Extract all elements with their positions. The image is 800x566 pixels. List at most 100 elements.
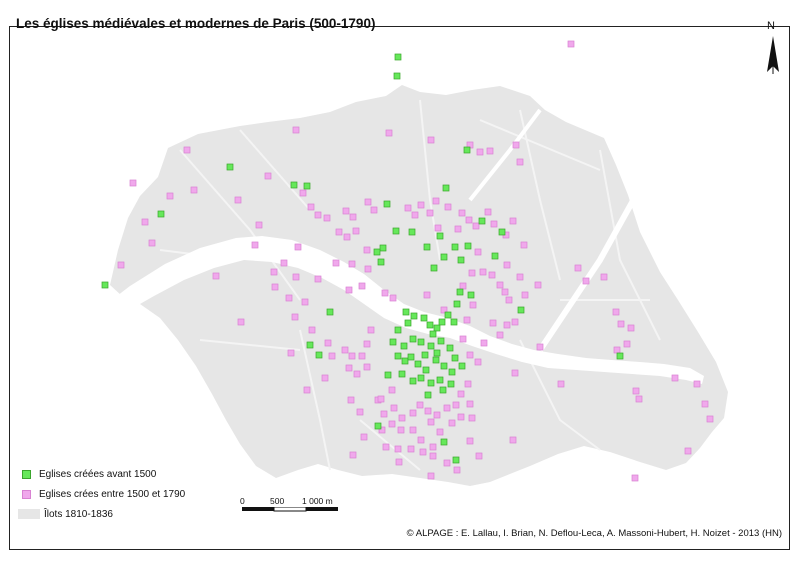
church-marker-modern	[423, 291, 431, 299]
church-marker-modern	[324, 339, 332, 347]
church-marker-medieval	[373, 248, 381, 256]
church-marker-modern	[416, 401, 424, 409]
church-marker-modern	[345, 364, 353, 372]
church-marker-modern	[411, 211, 419, 219]
church-marker-medieval	[452, 456, 460, 464]
church-marker-medieval	[409, 377, 417, 385]
church-marker-modern	[613, 346, 621, 354]
church-marker-modern	[342, 207, 350, 215]
church-marker-modern	[301, 298, 309, 306]
church-marker-modern	[378, 426, 386, 434]
church-marker-modern	[509, 436, 517, 444]
church-marker-modern	[454, 225, 462, 233]
church-marker-medieval	[463, 146, 471, 154]
church-marker-modern	[380, 410, 388, 418]
church-marker-modern	[490, 220, 498, 228]
church-marker-medieval	[442, 184, 450, 192]
church-marker-modern	[701, 400, 709, 408]
church-marker-medieval	[451, 243, 459, 251]
church-marker-modern	[307, 203, 315, 211]
church-marker-modern	[436, 428, 444, 436]
church-marker-modern	[323, 214, 331, 222]
church-marker-modern	[419, 448, 427, 456]
church-marker-modern	[466, 437, 474, 445]
church-marker-medieval	[436, 376, 444, 384]
church-marker-modern	[501, 288, 509, 296]
church-marker-modern	[291, 313, 299, 321]
church-marker-medieval	[423, 243, 431, 251]
church-marker-modern	[363, 246, 371, 254]
church-marker-modern	[472, 222, 480, 230]
church-marker-modern	[360, 433, 368, 441]
church-marker-modern	[348, 352, 356, 360]
north-arrow: N	[763, 20, 783, 90]
church-marker-medieval	[436, 232, 444, 240]
church-marker-modern	[388, 386, 396, 394]
scale-label-500: 500	[270, 496, 285, 506]
church-marker-modern	[480, 339, 488, 347]
church-marker-modern	[356, 408, 364, 416]
church-marker-medieval	[398, 370, 406, 378]
church-marker-medieval	[400, 342, 408, 350]
church-marker-modern	[503, 321, 511, 329]
canal	[537, 168, 653, 352]
church-marker-modern	[457, 390, 465, 398]
church-marker-modern	[516, 158, 524, 166]
church-marker-modern	[466, 351, 474, 359]
church-marker-modern	[417, 436, 425, 444]
church-marker-modern	[385, 129, 393, 137]
church-marker-modern	[489, 319, 497, 327]
pink-swatch	[22, 489, 31, 499]
church-marker-modern	[511, 369, 519, 377]
church-marker-modern	[693, 380, 701, 388]
church-marker-modern	[479, 268, 487, 276]
church-marker-medieval	[456, 288, 464, 296]
church-marker-modern	[343, 233, 351, 241]
church-marker-medieval	[438, 318, 446, 326]
church-marker-modern	[390, 404, 398, 412]
church-marker-medieval	[464, 242, 472, 250]
church-marker-medieval	[424, 391, 432, 399]
church-marker-medieval	[458, 362, 466, 370]
church-marker-modern	[429, 452, 437, 460]
church-marker-medieval	[326, 308, 334, 316]
church-marker-modern	[271, 283, 279, 291]
church-marker-modern	[574, 264, 582, 272]
church-marker-modern	[458, 209, 466, 217]
church-marker-modern	[432, 197, 440, 205]
church-marker-medieval	[446, 344, 454, 352]
church-marker-modern	[426, 209, 434, 217]
church-marker-medieval	[429, 330, 437, 338]
church-marker-modern	[496, 281, 504, 289]
credit-text: © ALPAGE : E. Lallau, I. Brian, N. Deflo…	[406, 528, 782, 539]
church-marker-medieval	[384, 371, 392, 379]
church-marker-modern	[358, 282, 366, 290]
church-marker-modern	[465, 216, 473, 224]
church-marker-medieval	[498, 228, 506, 236]
church-marker-modern	[398, 414, 406, 422]
church-marker-modern	[237, 318, 245, 326]
church-marker-modern	[255, 221, 263, 229]
church-marker-medieval	[457, 256, 465, 264]
church-marker-modern	[364, 265, 372, 273]
church-marker-modern	[270, 268, 278, 276]
church-marker-medieval	[402, 308, 410, 316]
church-marker-modern	[285, 294, 293, 302]
scale-label-1000: 1 000 m	[302, 496, 333, 506]
church-marker-medieval	[401, 357, 409, 365]
church-marker-modern	[623, 340, 631, 348]
church-marker-medieval	[451, 354, 459, 362]
church-marker-medieval	[408, 228, 416, 236]
church-marker-modern	[459, 335, 467, 343]
church-marker-modern	[190, 186, 198, 194]
church-marker-medieval	[430, 264, 438, 272]
church-marker-modern	[440, 306, 448, 314]
church-marker-modern	[117, 261, 125, 269]
church-marker-modern	[521, 291, 529, 299]
church-marker-medieval	[377, 258, 385, 266]
church-marker-modern	[505, 296, 513, 304]
church-marker-modern	[496, 331, 504, 339]
church-marker-medieval	[389, 338, 397, 346]
church-marker-modern	[512, 141, 520, 149]
church-marker-modern	[582, 277, 590, 285]
